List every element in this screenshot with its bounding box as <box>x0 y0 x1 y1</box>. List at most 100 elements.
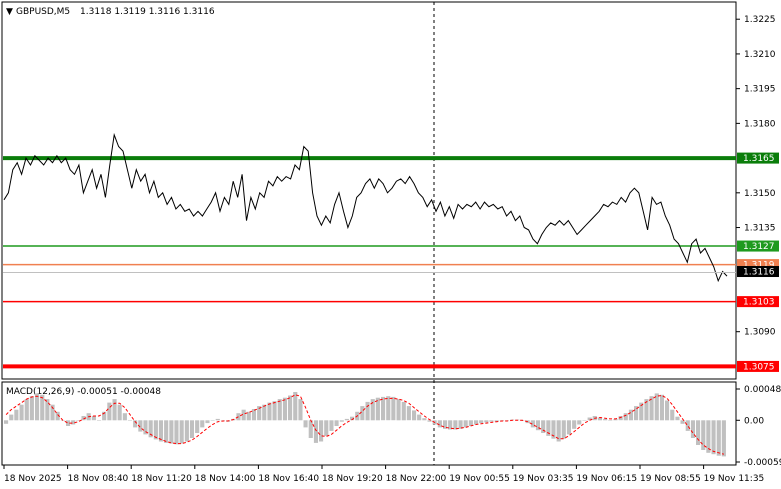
macd-bar <box>241 409 246 421</box>
time-tick-label: 19 Nov 00:55 <box>449 474 510 484</box>
time-tick-label: 19 Nov 11:35 <box>704 474 765 484</box>
macd-bar <box>608 420 613 421</box>
macd-bar <box>706 420 711 453</box>
macd-bar <box>324 420 329 436</box>
level-label: 1.3119 <box>743 261 775 271</box>
macd-bar <box>453 420 458 430</box>
macd-bar <box>282 397 288 421</box>
macd-bar <box>262 404 267 421</box>
price-tick-label: 1.3090 <box>744 328 776 338</box>
price-tick-label: 1.3225 <box>744 15 776 25</box>
time-tick-label: 19 Nov 08:55 <box>640 474 701 484</box>
macd-bar <box>40 394 45 421</box>
time-tick-label: 18 Nov 11:20 <box>131 474 192 484</box>
macd-bar <box>138 420 143 432</box>
macd-bar <box>107 402 112 421</box>
level-tag <box>737 240 779 252</box>
macd-bar <box>66 420 71 426</box>
time-tick-label: 18 Nov 14:00 <box>195 474 256 484</box>
macd-bar <box>179 420 184 444</box>
macd-bar <box>9 414 14 421</box>
macd-bar <box>308 420 313 438</box>
macd-bar <box>19 404 24 421</box>
macd-bar <box>484 420 489 423</box>
macd-bar <box>71 420 76 425</box>
level-label: 1.3075 <box>743 362 775 372</box>
macd-bar <box>494 420 499 422</box>
macd-bar <box>158 420 164 442</box>
macd-tick-label: -0.00059 <box>744 458 781 468</box>
macd-bar <box>246 411 251 421</box>
macd-bar <box>339 420 344 422</box>
macd-bar <box>535 420 541 431</box>
macd-bar <box>711 420 716 455</box>
main-panel-frame <box>1 1 737 380</box>
macd-bar <box>603 418 608 421</box>
macd-bar <box>468 420 473 426</box>
macd-bar <box>35 393 40 421</box>
macd-bar <box>572 420 577 429</box>
macd-bar <box>479 420 484 424</box>
macd-bar <box>422 418 427 421</box>
macd-bar <box>200 420 205 428</box>
macd-bar <box>205 420 210 424</box>
macd-bar <box>401 401 406 421</box>
macd-bar <box>148 420 153 438</box>
time-axis: 18 Nov 2025 18 Nov 08:40 18 Nov 11:20 18 No… <box>3 465 765 484</box>
macd-bar <box>448 420 453 430</box>
macd-bar <box>618 416 623 421</box>
symbol-dropdown-icon[interactable]: ▼ <box>6 7 13 17</box>
macd-bar <box>24 399 29 421</box>
macd-bar <box>127 420 133 421</box>
macd-bar <box>623 413 628 421</box>
macd-bar <box>463 420 468 428</box>
macd-bar <box>696 420 701 445</box>
macd-tick-label: 0.00048 <box>744 385 781 395</box>
macd-bar <box>597 417 603 421</box>
macd-bar <box>102 411 107 421</box>
price-tick-label: 1.3135 <box>744 224 776 234</box>
price-tick-label: 1.3180 <box>744 119 776 129</box>
macd-bar <box>133 420 138 428</box>
macd-bar <box>649 396 654 421</box>
macd-bar <box>582 420 587 421</box>
macd-bar <box>319 420 324 442</box>
macd-signal-line <box>5 394 725 455</box>
time-tick-label: 19 Nov 06:15 <box>576 474 637 484</box>
macd-bar <box>680 420 685 424</box>
price-tick-label: 1.3210 <box>744 50 776 60</box>
macd-bar <box>251 409 257 421</box>
macd-bar <box>685 420 690 431</box>
macd-bar <box>267 402 272 421</box>
macd-bar <box>566 420 572 435</box>
price-tick-label: 1.3195 <box>744 85 776 95</box>
macd-bar <box>530 420 535 428</box>
macd-bar <box>365 401 370 421</box>
macd-bar <box>174 420 179 445</box>
macd-bar <box>654 393 659 421</box>
macd-bar <box>143 420 148 435</box>
price-axis: 1.3225 1.3210 1.3195 1.3180 1.3150 1.3135 1.30… <box>736 15 776 338</box>
macd-bar <box>556 420 561 442</box>
macd-bar <box>257 406 262 421</box>
macd-bar <box>215 418 220 421</box>
ohlc-values: 1.3118 1.3119 1.3116 1.3116 <box>80 7 215 17</box>
time-tick-label: 18 Nov 22:00 <box>386 474 447 484</box>
macd-bar <box>277 399 282 421</box>
level-label: 1.3165 <box>743 154 775 164</box>
macd-bar <box>437 420 442 428</box>
macd-bar <box>375 397 380 421</box>
macd-bar <box>675 416 680 421</box>
macd-bar <box>45 399 50 421</box>
macd-bar <box>97 420 102 421</box>
macd-bar <box>195 420 200 433</box>
price-levels: 1.3165 1.3127 1.3119 1.3103 1.3075 <box>3 152 779 372</box>
price-series-line <box>3 132 728 283</box>
time-tick-label: 18 Nov 08:40 <box>68 474 129 484</box>
macd-bar <box>458 420 463 429</box>
macd-bar <box>577 420 582 425</box>
macd-bar <box>391 396 396 421</box>
macd-bar <box>561 420 566 439</box>
level-tag <box>737 259 779 271</box>
